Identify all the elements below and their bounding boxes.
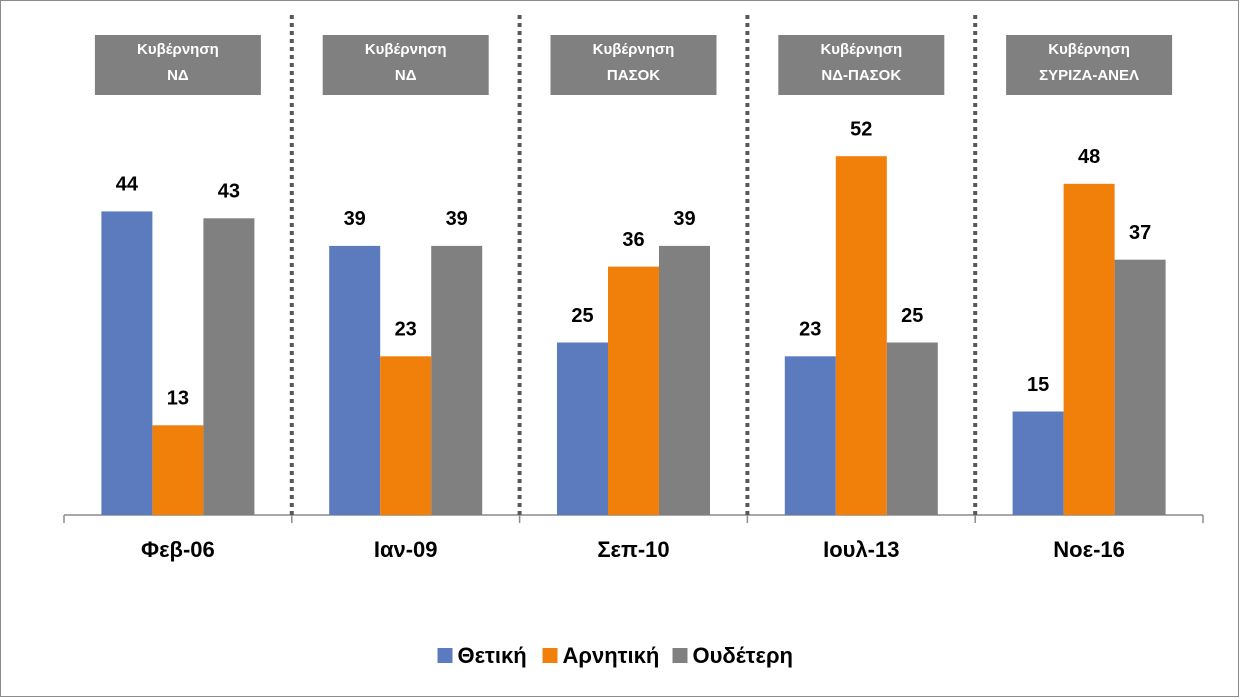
bar	[1114, 259, 1166, 515]
data-label: 39	[344, 208, 366, 230]
bar	[886, 342, 938, 515]
x-tick-label: Νοε-16	[1053, 537, 1125, 562]
bar	[101, 211, 153, 515]
x-tick-label: Σεπ-10	[597, 537, 669, 562]
bar	[203, 218, 255, 516]
data-label: 44	[116, 174, 139, 196]
data-label: 52	[850, 118, 872, 140]
data-label: 13	[167, 388, 189, 410]
annotation: Κυβέρνηση	[137, 41, 219, 58]
bar	[784, 356, 836, 515]
x-tick-label: Ιαν-09	[374, 537, 438, 562]
legend-label: Ουδέτερη	[693, 643, 794, 668]
bar	[329, 245, 381, 515]
bar	[608, 266, 659, 515]
bar	[380, 356, 432, 515]
annotation: ΝΔ-ΠΑΣΟΚ	[821, 67, 901, 84]
bar	[557, 342, 608, 515]
annotation-box	[322, 35, 489, 95]
annotation: ΝΔ	[395, 67, 417, 84]
x-tick-label: Ιουλ-13	[823, 537, 899, 562]
legend-swatch	[542, 648, 558, 663]
bar	[659, 245, 710, 515]
annotation: ΝΔ	[167, 67, 189, 84]
annotation: ΣΥΡΙΖΑ-ΑΝΕΛ	[1039, 67, 1139, 84]
data-label: 39	[446, 208, 468, 230]
bar	[1063, 183, 1115, 516]
annotation: Κυβέρνηση	[1048, 41, 1130, 58]
legend-swatch	[437, 648, 453, 663]
annotation: Κυβέρνηση	[593, 41, 675, 58]
data-label: 39	[673, 208, 695, 230]
data-label: 43	[218, 181, 240, 203]
annotation: Κυβέρνηση	[820, 41, 902, 58]
bar	[835, 156, 887, 515]
legend-label: Αρνητική	[563, 643, 660, 668]
annotation-box	[778, 35, 945, 95]
annotation: ΠΑΣΟΚ	[607, 67, 660, 84]
x-tick-label: Φεβ-06	[141, 537, 215, 562]
bar	[431, 245, 483, 515]
data-label: 25	[571, 305, 593, 327]
annotation: Κυβέρνηση	[365, 41, 447, 58]
annotation-box	[1006, 35, 1173, 95]
bar	[1012, 411, 1064, 515]
bar	[152, 425, 204, 515]
legend-swatch	[672, 648, 688, 663]
data-label: 25	[901, 305, 923, 327]
data-label: 37	[1129, 222, 1151, 244]
data-label: 15	[1027, 374, 1049, 396]
legend-label: Θετική	[458, 643, 527, 668]
data-label: 36	[622, 229, 644, 251]
data-label: 23	[395, 319, 417, 341]
data-label: 48	[1078, 146, 1100, 168]
data-label: 23	[799, 319, 821, 341]
annotation-box	[550, 35, 717, 95]
annotation-box	[94, 35, 261, 95]
